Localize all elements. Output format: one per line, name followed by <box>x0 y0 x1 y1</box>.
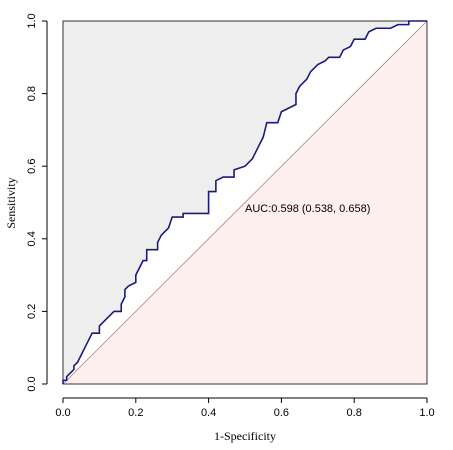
y-tick-label: 1.0 <box>26 13 38 28</box>
auc-annotation: AUC:0.598 (0.538, 0.658) <box>245 203 370 215</box>
roc-curve <box>62 20 427 384</box>
x-tick-label: 0.6 <box>274 407 289 419</box>
y-axis-label: Sensitivity <box>4 177 18 228</box>
y-tick-label: 0.0 <box>26 376 38 391</box>
x-tick-label: 1.0 <box>419 407 434 419</box>
reference-diagonal <box>62 20 428 385</box>
y-tick-label: 0.2 <box>26 304 38 319</box>
x-tick-label: 0.8 <box>347 407 362 419</box>
x-tick-label: 0.2 <box>128 407 143 419</box>
x-tick-label: 0.0 <box>55 407 70 419</box>
x-axis-label: 1-Specificity <box>214 429 276 443</box>
x-tick-label: 0.4 <box>201 407 216 419</box>
plot-frame <box>62 20 428 385</box>
y-tick-label: 0.8 <box>26 86 38 101</box>
y-tick-label: 0.4 <box>26 231 38 246</box>
y-tick-label: 0.6 <box>26 159 38 174</box>
